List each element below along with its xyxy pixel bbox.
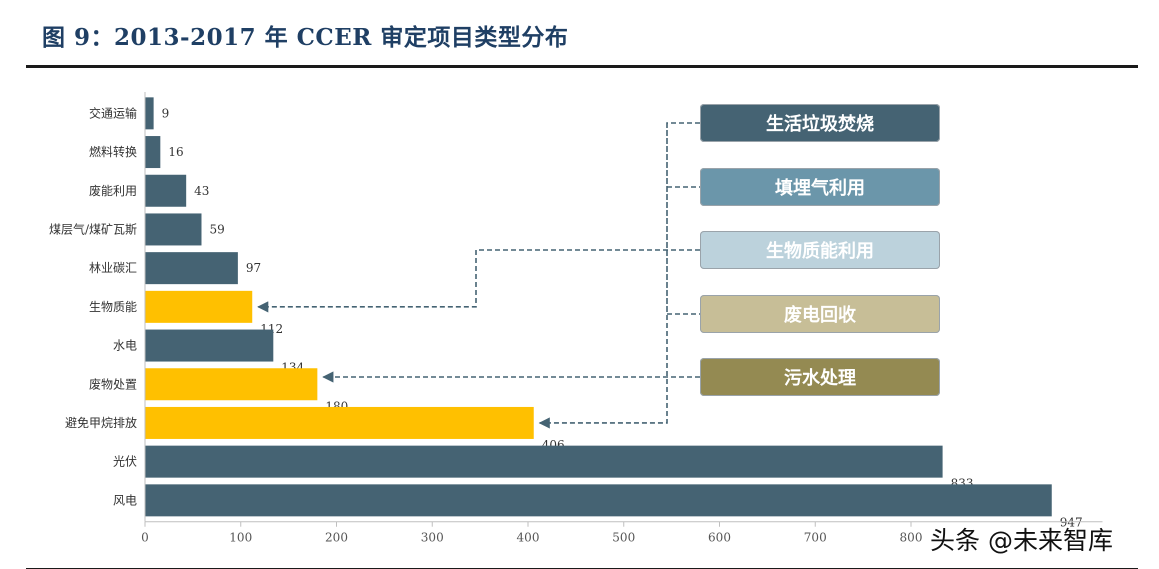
legend-item-label: 生活垃圾焚烧 — [766, 114, 874, 135]
legend-item-label: 填埋气利用 — [775, 178, 865, 199]
connector-biomass — [257, 249, 700, 313]
x-tick-label: 400 — [517, 531, 540, 545]
category-label: 废能利用 — [89, 183, 137, 198]
bar — [145, 484, 1052, 517]
x-tick-label: 500 — [612, 531, 635, 545]
value-label: 9 — [162, 106, 170, 120]
bar — [145, 252, 238, 285]
category-label: 燃料转换 — [89, 144, 137, 159]
legend-item: 污水处理 — [700, 358, 940, 396]
bar — [145, 329, 274, 362]
x-axis: 0 100 200 300 400 500 600 700 800 — [141, 92, 1103, 545]
x-tick-label: 100 — [229, 531, 252, 545]
x-tick-label: 700 — [804, 531, 827, 545]
legend-item-label: 生物质能利用 — [766, 241, 874, 262]
top-rule — [26, 65, 1138, 68]
figure-title: 图 9：2013-2017 年 CCER 审定项目类型分布 — [42, 24, 569, 51]
x-tick-label: 300 — [421, 531, 444, 545]
x-tick-label: 600 — [708, 531, 731, 545]
x-tick-label: 0 — [141, 531, 149, 545]
connectors-group — [257, 122, 700, 423]
category-label: 煤层气/煤矿瓦斯 — [49, 221, 137, 236]
legend-item: 填埋气利用 — [700, 168, 940, 206]
category-label: 交通运输 — [89, 105, 137, 120]
category-label: 生物质能 — [89, 300, 137, 314]
bar — [145, 174, 187, 207]
category-label: 废物处置 — [89, 376, 137, 391]
bar — [145, 406, 534, 439]
bar — [145, 445, 943, 478]
category-label: 避免甲烷排放 — [65, 415, 137, 430]
bar — [145, 136, 161, 169]
value-label: 43 — [194, 184, 209, 198]
category-label: 林业碳汇 — [89, 261, 137, 275]
legend-item: 生活垃圾焚烧 — [700, 104, 940, 142]
category-label: 光伏 — [113, 455, 137, 469]
x-tick-label: 800 — [900, 531, 923, 545]
bar — [145, 368, 318, 401]
legend-item: 废电回收 — [700, 295, 940, 333]
x-tick-label: 200 — [325, 531, 348, 545]
value-label: 97 — [246, 261, 261, 275]
legend-item-label: 污水处理 — [784, 368, 856, 389]
watermark: 头条 @未来智库 — [930, 526, 1113, 555]
value-label: 59 — [209, 222, 224, 236]
value-label: 947 — [1060, 515, 1083, 529]
connector-methane — [540, 122, 700, 423]
category-label: 风电 — [113, 493, 137, 507]
value-label: 16 — [168, 145, 183, 159]
legend-item-label: 废电回收 — [784, 305, 856, 326]
bar — [145, 97, 154, 130]
bar — [145, 290, 253, 323]
bar — [145, 213, 202, 246]
category-label: 水电 — [113, 339, 137, 353]
legend-item: 生物质能利用 — [700, 231, 940, 269]
